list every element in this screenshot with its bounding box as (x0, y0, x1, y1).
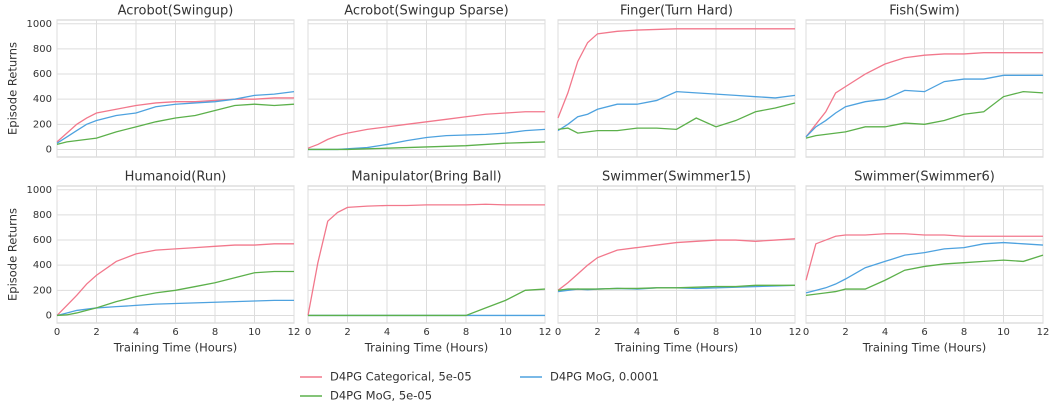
chart-title: Manipulator(Bring Ball) (351, 170, 501, 185)
series-line (307, 203, 545, 316)
chart-title: Swimmer(Swimmer6) (854, 170, 995, 185)
chart-title: Acrobot(Swingup) (118, 4, 234, 19)
x-tick-label: 12 (789, 327, 802, 338)
y-tick-label: 200 (33, 119, 52, 130)
legend-label: D4PG Categorical, 5e-05 (330, 370, 472, 384)
y-axis-label: Episode Returns (6, 208, 20, 301)
x-tick-label: 2 (842, 327, 848, 338)
x-tick-label: 12 (1037, 327, 1050, 338)
x-tick-label: 0 (803, 327, 809, 338)
x-tick-label: 10 (997, 327, 1010, 338)
series-line (557, 28, 795, 119)
series-line (805, 52, 1043, 138)
x-tick-label: 10 (499, 327, 512, 338)
y-tick-label: 200 (33, 285, 52, 296)
x-tick-label: 8 (961, 327, 967, 338)
x-tick-label: 4 (133, 327, 139, 338)
x-tick-label: 8 (212, 327, 218, 338)
series-line (805, 254, 1044, 296)
x-axis-label: Training Time (Hours) (364, 341, 489, 355)
x-axis-label: Training Time (Hours) (862, 341, 987, 355)
series-line (56, 97, 294, 143)
y-tick-label: 600 (33, 235, 52, 246)
y-tick-label: 800 (33, 210, 52, 221)
x-tick-label: 0 (305, 327, 311, 338)
series-line (557, 284, 795, 291)
y-tick-label: 1000 (27, 185, 52, 196)
x-tick-label: 8 (713, 327, 719, 338)
chart-title: Finger(Turn Hard) (620, 4, 733, 19)
x-tick-label: 0 (555, 327, 561, 338)
chart-title: Swimmer(Swimmer15) (602, 170, 751, 185)
series-line (557, 238, 796, 291)
series-line (307, 111, 545, 149)
y-tick-label: 0 (46, 310, 52, 321)
chart-title: Fish(Swim) (889, 4, 959, 19)
x-tick-label: 8 (463, 327, 469, 338)
legend-label: D4PG MoG, 5e-05 (330, 389, 432, 403)
x-tick-label: 10 (248, 327, 261, 338)
series-line (56, 243, 294, 316)
x-tick-label: 6 (921, 327, 927, 338)
x-tick-label: 4 (384, 327, 390, 338)
x-axis-label: Training Time (Hours) (614, 341, 739, 355)
series-line (557, 102, 796, 134)
x-tick-label: 6 (423, 327, 429, 338)
y-tick-label: 0 (46, 144, 52, 155)
y-tick-label: 400 (33, 260, 52, 271)
series-line (308, 141, 546, 151)
chart-title: Acrobot(Swingup Sparse) (344, 4, 508, 19)
series-line (805, 233, 1043, 281)
y-tick-label: 600 (33, 69, 52, 80)
series-line (56, 90, 295, 144)
y-axis-label: Episode Returns (6, 42, 20, 135)
series-line (56, 103, 295, 146)
series-line (557, 90, 796, 132)
x-tick-label: 12 (288, 327, 301, 338)
legend-label: D4PG MoG, 0.0001 (550, 370, 659, 384)
x-tick-label: 2 (93, 327, 99, 338)
series-line (308, 288, 546, 317)
x-tick-label: 4 (882, 327, 888, 338)
series-line (56, 299, 294, 317)
series-line (56, 270, 294, 317)
x-tick-label: 2 (594, 327, 600, 338)
y-tick-label: 800 (33, 44, 52, 55)
chart-title: Humanoid(Run) (125, 170, 227, 185)
x-tick-label: 6 (673, 327, 679, 338)
y-tick-label: 400 (33, 94, 52, 105)
y-tick-label: 1000 (27, 19, 52, 30)
series-line (805, 241, 1044, 294)
x-tick-label: 12 (539, 327, 552, 338)
x-tick-label: 6 (172, 327, 178, 338)
series-line (805, 74, 1043, 138)
x-tick-label: 2 (344, 327, 350, 338)
series-line (805, 90, 1044, 139)
x-tick-label: 4 (634, 327, 640, 338)
x-tick-label: 10 (749, 327, 762, 338)
x-axis-label: Training Time (Hours) (113, 341, 238, 355)
x-tick-label: 0 (54, 327, 60, 338)
